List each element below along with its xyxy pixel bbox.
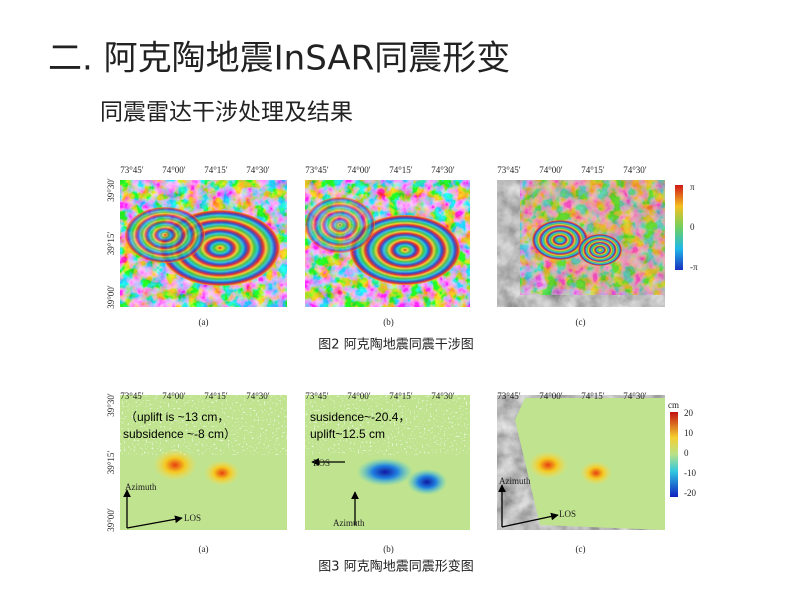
annotation: susidence~-20.4，	[310, 410, 410, 424]
colorbar-label: -20	[684, 488, 696, 498]
panel-label: (a)	[199, 544, 209, 554]
x-tick-label: 73°45′	[497, 391, 521, 401]
interferogram-a	[120, 180, 287, 307]
x-tick-label: 74°15′	[581, 165, 605, 175]
colorbar-label: 0	[684, 448, 689, 458]
figure-caption: 图3 阿克陶地震同震形变图	[318, 559, 473, 575]
x-tick-label: 74°15′	[204, 391, 228, 401]
x-tick-label: 73°45′	[120, 165, 144, 175]
x-tick-label: 74°30′	[623, 165, 647, 175]
colorbar-label: 10	[684, 428, 694, 438]
colorbar-label: -π	[690, 262, 698, 272]
y-tick-label: 39°00′	[106, 285, 116, 309]
x-tick-label: 74°00′	[162, 165, 186, 175]
panel-label: (c)	[576, 317, 586, 327]
y-tick-label: 39°30′	[106, 393, 116, 417]
title: 二. 阿克陶地震InSAR同震形变	[48, 39, 510, 79]
y-tick-label: 39°00′	[106, 508, 116, 532]
x-tick-label: 73°45′	[305, 391, 329, 401]
colorbar-label: -10	[684, 468, 696, 478]
azimuth-label: Azimuth	[333, 518, 365, 528]
colorbar-unit: cm	[668, 400, 679, 410]
x-tick-label: 74°15′	[389, 165, 413, 175]
x-tick-label: 73°45′	[305, 165, 329, 175]
x-tick-label: 74°30′	[431, 391, 455, 401]
panel-label: (b)	[383, 317, 394, 327]
x-tick-label: 74°15′	[204, 165, 228, 175]
figure-caption: 图2 阿克陶地震同震干涉图	[318, 337, 473, 353]
x-tick-label: 74°00′	[347, 391, 371, 401]
panel-label: (a)	[199, 317, 209, 327]
colorbar-label: 20	[684, 408, 694, 418]
x-tick-label: 74°15′	[581, 391, 605, 401]
x-tick-label: 73°45′	[120, 391, 144, 401]
los-label: LOS	[184, 513, 201, 523]
los-label: LOS	[313, 458, 330, 468]
panel-label: (b)	[383, 544, 394, 554]
interferogram-c	[497, 180, 665, 307]
colorbar	[670, 412, 678, 497]
colorbar-label: π	[690, 182, 695, 192]
arrows	[123, 458, 559, 529]
deformation-a	[120, 395, 287, 530]
annotation: subsidence ~-8 cm）	[123, 427, 236, 441]
x-tick-label: 74°00′	[539, 165, 563, 175]
colorbar-label: 0	[690, 222, 695, 232]
annotation: uplift~12.5 cm	[310, 427, 385, 441]
x-tick-label: 74°00′	[162, 391, 186, 401]
y-tick-label: 39°15′	[106, 232, 116, 256]
x-tick-label: 74°00′	[539, 391, 563, 401]
y-tick-label: 39°30′	[106, 178, 116, 202]
x-tick-label: 74°15′	[389, 391, 413, 401]
x-tick-label: 74°30′	[431, 165, 455, 175]
azimuth-label: Azimuth	[499, 476, 531, 486]
subtitle: 同震雷达干涉处理及结果	[100, 100, 353, 126]
labels: 73°45′ 74°00′ 74°15′ 74°30′ (a) 73°45′ 74°00′ 7…	[106, 165, 698, 574]
x-tick-label: 73°45′	[497, 165, 521, 175]
colorbar	[675, 185, 683, 270]
interferogram-b	[305, 180, 470, 307]
y-tick-label: 39°15′	[106, 451, 116, 475]
deformation-c	[497, 395, 665, 530]
x-tick-label: 74°30′	[246, 165, 270, 175]
los-label: LOS	[559, 509, 576, 519]
x-tick-label: 74°30′	[246, 391, 270, 401]
x-tick-label: 74°30′	[623, 391, 647, 401]
azimuth-label: Azimuth	[125, 482, 157, 492]
panel-label: (c)	[576, 544, 586, 554]
annotation: （uplift is ~13 cm，	[125, 410, 229, 424]
x-tick-label: 74°00′	[347, 165, 371, 175]
